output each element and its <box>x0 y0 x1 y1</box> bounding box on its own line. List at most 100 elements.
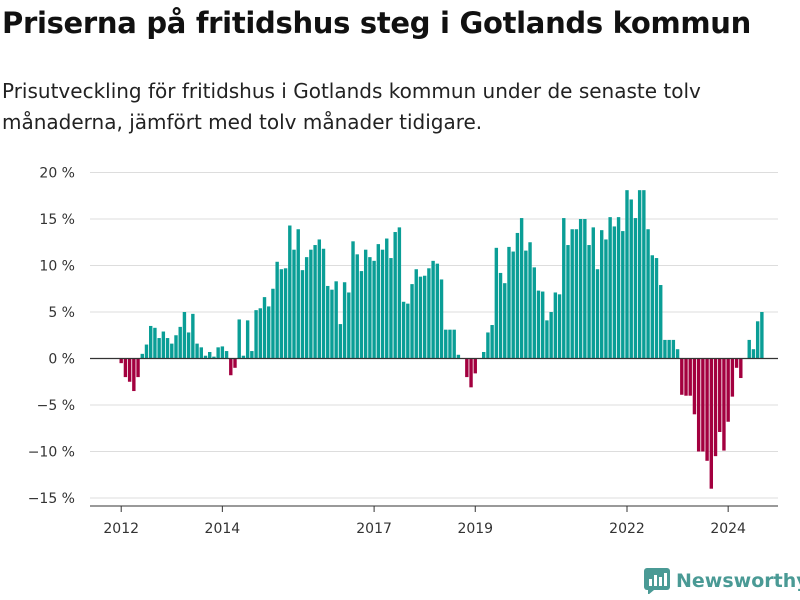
bar <box>515 232 520 359</box>
bar <box>616 217 621 359</box>
bar <box>642 190 646 359</box>
bar <box>595 269 600 359</box>
bar <box>541 291 545 359</box>
bar <box>545 320 549 359</box>
bar <box>612 226 617 359</box>
bar <box>208 351 212 359</box>
bar <box>684 358 688 396</box>
bar <box>170 343 174 359</box>
bar <box>250 351 254 359</box>
bar <box>380 249 385 359</box>
bar <box>406 303 410 359</box>
bar <box>562 218 566 359</box>
bar <box>524 250 528 359</box>
bar <box>216 347 220 359</box>
x-tick-label: 2022 <box>609 521 645 537</box>
bar <box>317 239 322 359</box>
bar <box>452 329 456 359</box>
bar <box>637 190 642 359</box>
x-tick-label: 2012 <box>103 521 139 537</box>
bar <box>410 284 414 359</box>
bar <box>275 261 279 359</box>
bar <box>186 332 191 359</box>
bar <box>456 354 461 359</box>
bar <box>136 358 140 378</box>
bar <box>519 218 524 359</box>
y-tick-label: −10 % <box>28 445 75 461</box>
bar <box>174 335 178 359</box>
bar <box>578 219 583 359</box>
bar <box>481 351 486 359</box>
bar <box>313 245 317 359</box>
bar <box>503 283 507 359</box>
bar <box>401 301 406 359</box>
bar <box>755 321 760 359</box>
bars <box>119 190 764 489</box>
bar <box>574 229 579 359</box>
bar <box>191 313 195 359</box>
bar <box>730 358 735 397</box>
bar <box>144 344 149 359</box>
bar <box>342 282 347 359</box>
y-tick-label: −15 % <box>28 491 75 507</box>
bar <box>734 358 739 368</box>
bar <box>536 290 541 359</box>
bar <box>245 320 250 359</box>
bar <box>199 347 203 359</box>
bar <box>288 225 292 359</box>
bar <box>549 312 553 359</box>
bar <box>553 292 558 359</box>
bar <box>140 353 144 359</box>
bar <box>604 239 608 359</box>
bar <box>389 258 393 359</box>
bar <box>498 272 503 359</box>
bar <box>292 249 296 359</box>
y-tick-label: 5 % <box>48 305 75 321</box>
bar <box>448 329 452 359</box>
bar <box>570 229 574 359</box>
y-tick-label: 10 % <box>39 259 75 275</box>
bar <box>675 349 680 359</box>
bar <box>334 281 338 359</box>
x-tick-label: 2019 <box>457 521 493 537</box>
bar <box>359 271 364 359</box>
bar <box>229 358 233 376</box>
bar <box>149 325 153 359</box>
bar <box>654 258 659 359</box>
bar <box>625 190 629 359</box>
bar <box>507 246 511 359</box>
bar <box>566 245 570 359</box>
bar <box>709 358 713 489</box>
bar <box>444 329 448 359</box>
bar <box>583 219 587 359</box>
brand-logo: Newsworthy <box>644 568 800 594</box>
bar <box>663 339 667 359</box>
bar <box>321 248 326 359</box>
bar <box>557 294 562 359</box>
bar <box>393 232 397 359</box>
bar <box>494 247 499 359</box>
chart-subtitle: Prisutveckling för fritidshus i Gotlands… <box>2 79 701 134</box>
bar <box>692 358 697 415</box>
x-tick-label: 2017 <box>356 521 392 537</box>
bar <box>688 358 692 396</box>
bar <box>309 249 313 359</box>
bar <box>600 230 604 359</box>
bar <box>621 231 625 359</box>
bar <box>726 358 730 422</box>
bar <box>650 255 654 359</box>
bar <box>760 312 764 359</box>
bar <box>182 312 187 359</box>
bar <box>629 199 633 359</box>
bar <box>233 358 237 368</box>
bar <box>591 227 595 359</box>
bar <box>587 245 591 359</box>
bar <box>486 332 490 359</box>
bar <box>439 279 444 359</box>
bar <box>296 229 300 359</box>
bar <box>680 358 684 395</box>
bar <box>397 227 402 359</box>
bar <box>385 238 389 359</box>
bar <box>713 358 718 457</box>
